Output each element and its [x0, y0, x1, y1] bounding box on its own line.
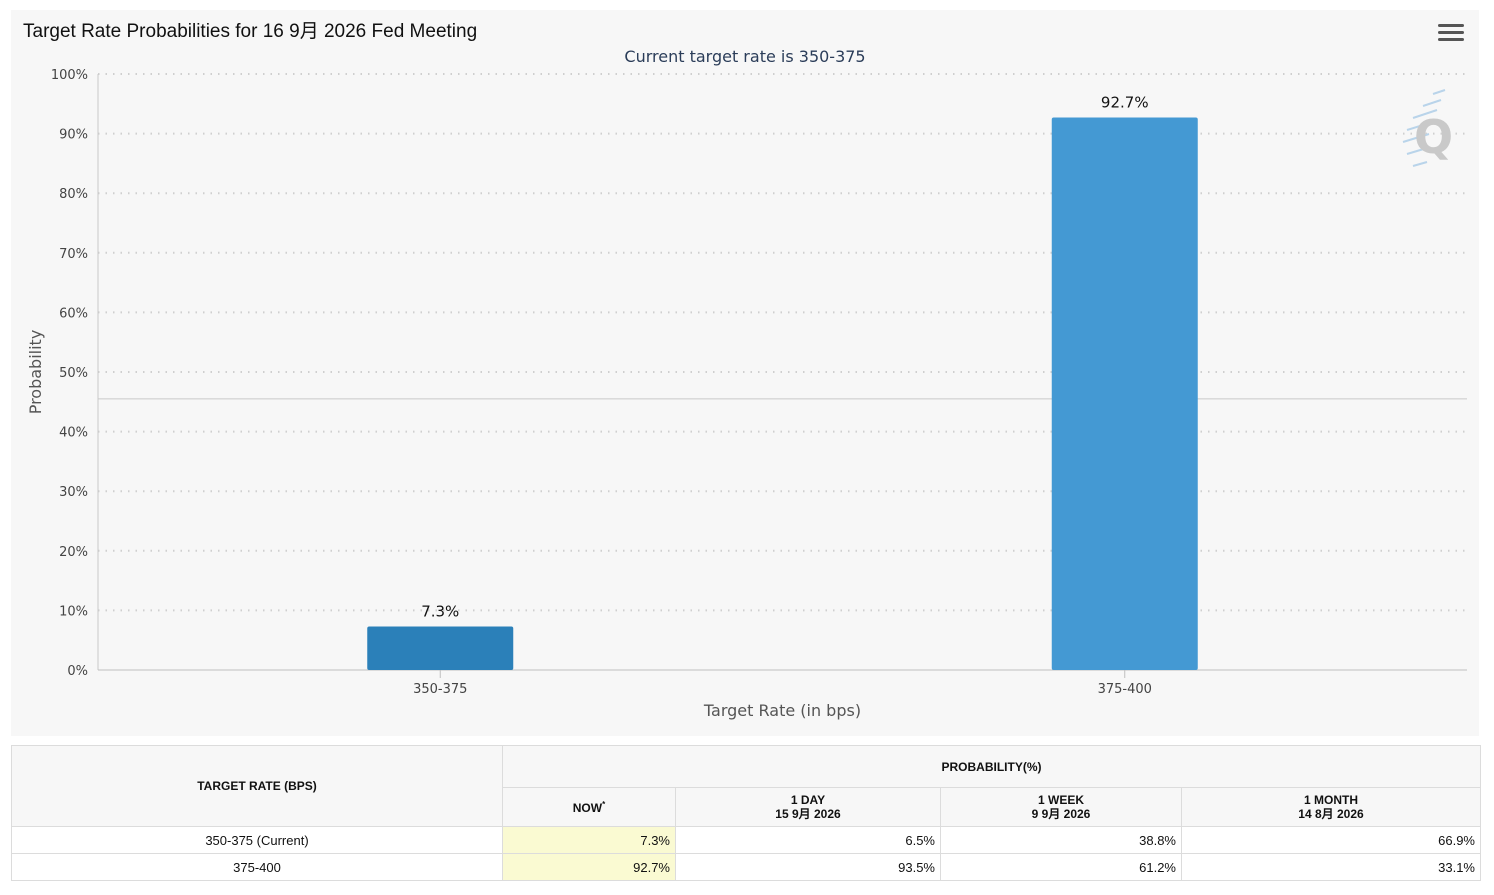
y-tick-label: 10% — [59, 604, 88, 619]
y-tick-label: 90% — [59, 128, 88, 143]
table-row: 375-400 92.7% 93.5% 61.2% 33.1% — [11, 853, 1481, 881]
probability-header: PROBABILITY(%) — [502, 745, 1481, 788]
svg-text:Q: Q — [1414, 110, 1453, 164]
x-tick-label: 375-400 — [1098, 682, 1152, 697]
one-day-cell: 6.5% — [675, 826, 941, 854]
data-label: 92.7% — [1101, 94, 1149, 112]
chart-subtitle: Current target rate is 350-375 — [624, 47, 866, 66]
target-rate-header: TARGET RATE (BPS) — [11, 745, 503, 827]
y-tick-label: 100% — [51, 68, 88, 83]
rate-cell: 375-400 — [11, 853, 503, 881]
bar — [367, 626, 514, 670]
y-tick-label: 0% — [67, 664, 88, 679]
chart-title: Target Rate Probabilities for 16 9月 2026… — [23, 21, 478, 42]
probability-table: TARGET RATE (BPS) PROBABILITY(%) NOW* 1 … — [11, 745, 1481, 881]
chart-plot: 0% 10% 20% 30% 40% 50% 60% 70% 80% 90% 100% 7.3% 350… — [26, 68, 1467, 720]
now-cell: 92.7% — [502, 853, 676, 881]
one-week-cell: 38.8% — [940, 826, 1182, 854]
one-month-column-header: 1 MONTH 14 8月 2026 — [1181, 787, 1481, 827]
one-week-cell: 61.2% — [940, 853, 1182, 881]
one-day-column-header: 1 DAY 15 9月 2026 — [675, 787, 941, 827]
hamburger-menu-icon — [1438, 24, 1464, 27]
y-tick-label: 20% — [59, 545, 88, 560]
now-cell: 7.3% — [502, 826, 676, 854]
one-week-column-header: 1 WEEK 9 9月 2026 — [940, 787, 1182, 827]
table-row: 350-375 (Current) 7.3% 6.5% 38.8% 66.9% — [11, 826, 1481, 854]
x-axis-title: Target Rate (in bps) — [703, 701, 861, 720]
bar — [1051, 117, 1198, 671]
chart-panel: 0% 10% 20% 30% 40% 50% 60% 70% 80% 90% 100% 7.3% 350… — [11, 10, 1479, 736]
data-label: 7.3% — [421, 602, 459, 620]
y-tick-label: 50% — [59, 366, 88, 381]
now-column-header: NOW* — [502, 787, 676, 827]
y-tick-label: 30% — [59, 485, 88, 500]
y-tick-label: 70% — [59, 247, 88, 262]
one-month-cell: 66.9% — [1181, 826, 1481, 854]
y-tick-label: 40% — [59, 426, 88, 441]
one-month-cell: 33.1% — [1181, 853, 1481, 881]
one-day-cell: 93.5% — [675, 853, 941, 881]
y-tick-label: 60% — [59, 306, 88, 321]
x-tick-label: 350-375 — [413, 682, 467, 697]
rate-cell: 350-375 (Current) — [11, 826, 503, 854]
y-tick-label: 80% — [59, 187, 88, 202]
q-logo-icon: Q — [1402, 89, 1453, 167]
y-axis-title: Probability — [26, 330, 45, 415]
chart-menu-button[interactable] — [1438, 24, 1464, 44]
